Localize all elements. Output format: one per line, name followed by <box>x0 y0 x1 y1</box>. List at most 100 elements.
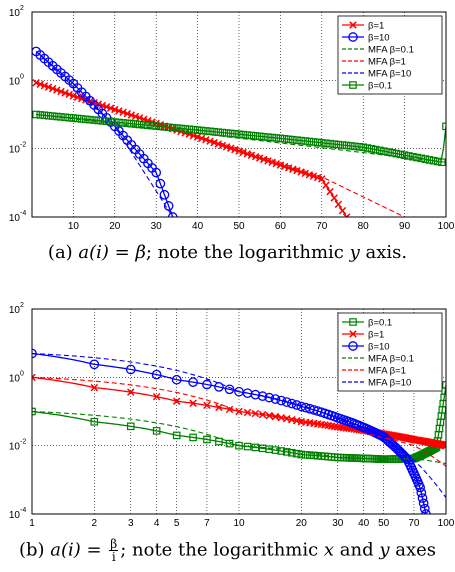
data-point <box>342 213 351 217</box>
data-point <box>288 448 296 457</box>
data-point <box>135 120 144 129</box>
data-point <box>417 154 425 163</box>
data-point <box>375 146 384 155</box>
data-point <box>235 147 243 155</box>
y-tick-label: 10 <box>9 373 21 384</box>
data-point <box>53 86 61 94</box>
data-point <box>367 145 376 153</box>
data-point <box>309 138 318 146</box>
data-point <box>90 417 99 426</box>
data-point <box>102 117 111 126</box>
data-point <box>417 493 428 503</box>
data-point <box>188 377 198 387</box>
data-point <box>293 136 301 144</box>
legend-label--0-1: β=0.1 <box>368 81 392 92</box>
data-point <box>384 148 392 156</box>
data-point <box>301 169 309 178</box>
data-point <box>388 148 396 157</box>
legend-label-mfa-1: MFA β=1 <box>368 366 406 377</box>
data-point <box>222 129 231 137</box>
series-markers--10 <box>32 46 178 217</box>
x-tick-label: 30 <box>151 221 163 232</box>
y-tick-exponent: 0 <box>20 73 24 80</box>
data-point <box>297 136 305 145</box>
legend-marker--10 <box>348 341 358 351</box>
y-tick-exponent: 2 <box>20 5 24 12</box>
data-point <box>89 359 100 370</box>
data-point <box>251 132 260 140</box>
data-point <box>226 129 235 138</box>
data-point <box>415 482 425 493</box>
data-point <box>277 447 286 455</box>
data-point <box>293 166 301 175</box>
x-tick-label: 10 <box>233 518 245 529</box>
data-point <box>231 130 239 138</box>
data-point <box>418 498 429 509</box>
data-point <box>277 413 285 422</box>
legend-label-mfa-0-1: MFA β=0.1 <box>368 354 414 365</box>
data-point <box>171 374 182 385</box>
axes-frame <box>31 308 447 515</box>
x-tick-label: 10 <box>68 221 80 232</box>
data-point <box>131 120 140 128</box>
data-point <box>268 133 276 142</box>
data-point <box>44 83 53 91</box>
x-tick-label: 50 <box>378 518 390 529</box>
data-point <box>330 140 339 148</box>
y-tick-label: 10 <box>9 76 21 87</box>
data-point <box>210 127 218 136</box>
data-point <box>202 127 210 135</box>
data-point <box>330 194 338 202</box>
legend-marker--10 <box>348 32 358 42</box>
data-point <box>318 139 326 147</box>
y-tick-exponent: -4 <box>20 210 26 217</box>
y-tick-exponent: 2 <box>20 302 24 309</box>
data-point <box>243 131 252 139</box>
data-point <box>305 171 314 179</box>
data-point <box>326 187 334 196</box>
legend-label--10: β=10 <box>368 342 390 353</box>
data-point <box>272 159 280 168</box>
data-point <box>57 113 65 121</box>
x-tick-label: 1 <box>29 518 35 529</box>
data-point <box>313 173 322 182</box>
data-point <box>125 364 136 375</box>
data-point <box>115 118 123 127</box>
series-line-mfa-1 <box>32 376 446 467</box>
axes-frame <box>31 11 447 218</box>
data-point <box>264 392 275 403</box>
data-point <box>197 126 206 135</box>
data-point <box>363 144 372 152</box>
legend-box <box>337 15 443 95</box>
data-point <box>310 451 318 460</box>
series-group <box>32 46 446 217</box>
y-tick-label: 10 <box>9 213 21 224</box>
data-point <box>400 151 409 159</box>
y-tick-exponent: -4 <box>20 507 26 514</box>
data-point <box>160 123 169 131</box>
data-point <box>202 379 212 390</box>
data-point <box>396 150 405 159</box>
data-point <box>164 123 173 132</box>
data-point <box>106 117 115 126</box>
data-point <box>65 113 74 122</box>
data-point <box>73 114 82 123</box>
legend-label-mfa-10: MFA β=10 <box>368 69 411 80</box>
data-point <box>346 142 355 150</box>
data-point <box>127 119 136 128</box>
data-point <box>355 143 363 151</box>
data-point <box>193 133 202 141</box>
legend-marker--1 <box>349 21 357 29</box>
data-point <box>264 157 272 165</box>
data-point <box>438 158 446 167</box>
data-point <box>203 401 211 410</box>
y-tick-label: 10 <box>9 8 21 19</box>
data-point <box>156 122 165 131</box>
data-point <box>32 373 36 382</box>
series-line--10 <box>35 50 174 217</box>
data-point <box>77 115 86 123</box>
series-line-mfa-0-1 <box>36 113 446 163</box>
x-tick-label: 90 <box>399 221 411 232</box>
